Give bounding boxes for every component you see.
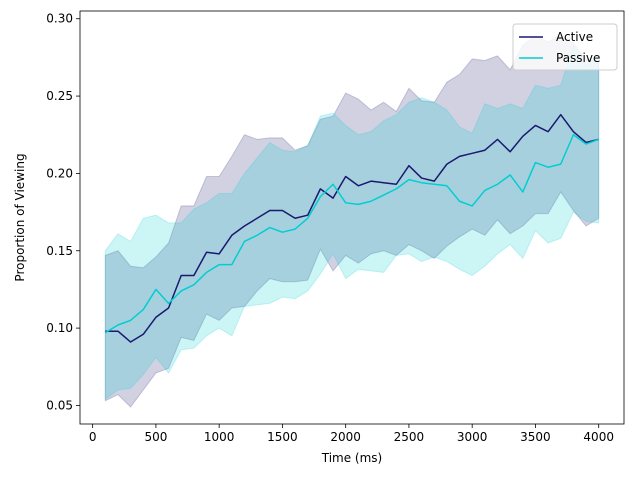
y-axis: 0.05 0.10 0.15 0.20 0.25 0.30 xyxy=(46,12,80,412)
legend: Active Passive xyxy=(512,23,618,71)
x-axis: 0 500 1000 1500 2000 2500 3000 3500 4000 xyxy=(89,424,614,444)
legend-label-1: Passive xyxy=(556,51,600,65)
y-tick-label: 0.20 xyxy=(46,166,73,180)
y-tick-label: 0.25 xyxy=(46,89,73,103)
confidence-bands xyxy=(104,33,600,408)
legend-label-0: Active xyxy=(556,30,593,44)
series-lines xyxy=(104,113,599,343)
plot-frame xyxy=(79,10,625,425)
y-axis-label: Proportion of Viewing xyxy=(13,153,27,281)
x-tick-label: 2500 xyxy=(394,430,425,444)
x-tick-label: 500 xyxy=(144,430,167,444)
x-axis-label: Time (ms) xyxy=(321,451,383,465)
x-tick-label: 3000 xyxy=(457,430,488,444)
y-tick-label: 0.15 xyxy=(46,244,73,258)
x-tick-label: 0 xyxy=(89,430,97,444)
x-tick-label: 3500 xyxy=(520,430,551,444)
band-series-0 xyxy=(104,33,600,408)
y-tick-label: 0.30 xyxy=(46,12,73,26)
x-tick-label: 2000 xyxy=(330,430,361,444)
x-tick-label: 1500 xyxy=(267,430,298,444)
line-series-0 xyxy=(105,113,599,343)
y-tick-label: 0.10 xyxy=(46,321,73,335)
band-series-1 xyxy=(104,43,600,401)
y-tick-label: 0.05 xyxy=(46,398,73,412)
x-tick-label: 4000 xyxy=(583,430,614,444)
line-series-1 xyxy=(104,134,599,334)
x-tick-label: 1000 xyxy=(204,430,235,444)
